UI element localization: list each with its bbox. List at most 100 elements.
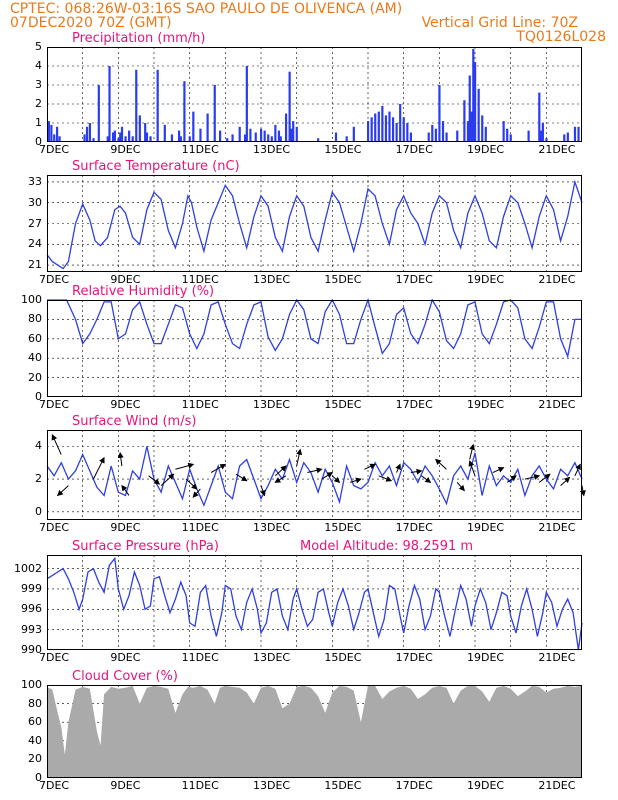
precip-bar bbox=[374, 113, 377, 142]
precip-bar bbox=[352, 126, 355, 142]
precip-bar bbox=[377, 111, 380, 142]
precip-bar bbox=[367, 121, 370, 142]
precip-bar bbox=[144, 123, 147, 142]
x-tick-label: 17DEC bbox=[395, 143, 433, 156]
precip-bar bbox=[566, 132, 569, 142]
x-tick-label: 15DEC bbox=[324, 521, 362, 534]
precip-bar bbox=[406, 123, 409, 142]
y-tick-label: 990 bbox=[21, 643, 42, 656]
precip-bar bbox=[345, 136, 348, 142]
x-tick-label: 13DEC bbox=[253, 273, 291, 286]
precip-bar bbox=[438, 85, 441, 142]
x-tick-label: 9DEC bbox=[110, 273, 141, 286]
wind-vector-arrow bbox=[185, 478, 198, 490]
precip-bar bbox=[188, 136, 191, 142]
precip-bar bbox=[260, 128, 263, 142]
precip-bar bbox=[106, 136, 109, 142]
precip-bar bbox=[539, 130, 543, 142]
panel-title-precipitation: Precipitation (mm/h) bbox=[72, 31, 206, 46]
precip-bar bbox=[431, 124, 434, 142]
precip-bar bbox=[47, 121, 50, 142]
panel-frame-wind bbox=[47, 430, 582, 520]
precip-bar bbox=[370, 117, 373, 142]
precip-bar bbox=[334, 132, 338, 142]
plot-cloud bbox=[47, 685, 582, 778]
panel-frame-cloud bbox=[47, 685, 582, 778]
precip-bar bbox=[226, 138, 229, 142]
precip-bar bbox=[83, 134, 86, 142]
x-tick-label: 17DEC bbox=[395, 398, 433, 411]
series-line-humidity bbox=[47, 297, 582, 359]
y-tick-label: 40 bbox=[28, 351, 42, 365]
precip-bar bbox=[577, 126, 580, 142]
y-tick-label: 33 bbox=[28, 174, 42, 188]
x-tick-label: 13DEC bbox=[253, 779, 291, 792]
wind-vector-arrow bbox=[51, 433, 62, 455]
x-tick-label: 17DEC bbox=[395, 779, 433, 792]
y-tick-label: 4 bbox=[35, 59, 42, 72]
precip-bar bbox=[541, 123, 544, 142]
x-tick-label: 21DEC bbox=[538, 273, 576, 286]
precip-bar bbox=[97, 85, 100, 142]
wind-vector-arrow bbox=[56, 485, 69, 497]
precip-bar bbox=[218, 130, 222, 142]
wind-vector-arrow bbox=[350, 477, 362, 484]
y-tick-label: 100 bbox=[21, 293, 42, 306]
precip-bar bbox=[111, 132, 115, 142]
panel-title-cloud: Cloud Cover (%) bbox=[72, 669, 178, 684]
wind-vector-arrow bbox=[395, 463, 401, 473]
precip-bar bbox=[128, 130, 131, 142]
precip-bar bbox=[124, 136, 127, 142]
panel-frame-humidity bbox=[47, 300, 582, 397]
x-tick-label: 7DEC bbox=[39, 521, 70, 534]
x-tick-label: 7DEC bbox=[39, 398, 70, 411]
x-tick-label: 11DEC bbox=[181, 398, 219, 411]
precip-bar bbox=[381, 105, 384, 142]
y-tick-label: 0 bbox=[35, 390, 42, 403]
y-tick-label: 60 bbox=[28, 715, 42, 729]
plot-temperature bbox=[46, 175, 583, 272]
y-tick-label: 1002 bbox=[14, 561, 42, 575]
precip-bar bbox=[468, 75, 471, 142]
precip-bar bbox=[163, 124, 166, 142]
wind-vector-arrow bbox=[469, 443, 475, 460]
wind-vector-arrow bbox=[307, 467, 323, 474]
x-tick-label: 7DEC bbox=[39, 779, 70, 792]
y-tick-label: 0 bbox=[35, 135, 42, 148]
precip-bar bbox=[206, 113, 209, 142]
wind-vector-arrow bbox=[435, 458, 447, 470]
precip-bar bbox=[481, 115, 484, 142]
x-tick-label: 19DEC bbox=[467, 521, 505, 534]
precip-bar bbox=[506, 128, 509, 142]
x-tick-label: 11DEC bbox=[181, 779, 219, 792]
x-tick-label: 13DEC bbox=[253, 398, 291, 411]
x-tick-label: 11DEC bbox=[181, 521, 219, 534]
precip-bar bbox=[402, 117, 405, 142]
header-date-line: 07DEC2020 70Z (GMT) bbox=[10, 15, 172, 31]
precip-bar bbox=[527, 130, 530, 142]
precip-bar bbox=[119, 132, 122, 142]
wind-vector-arrow bbox=[260, 485, 266, 497]
y-tick-label: 27 bbox=[28, 216, 42, 230]
wind-vector-arrow bbox=[410, 468, 423, 475]
precip-bar bbox=[267, 134, 270, 142]
y-tick-label: 1 bbox=[35, 116, 42, 129]
precip-bar bbox=[484, 126, 487, 142]
y-tick-label: 24 bbox=[28, 237, 42, 251]
x-tick-label: 19DEC bbox=[467, 273, 505, 286]
series-line-wind bbox=[46, 446, 583, 508]
precip-bar bbox=[53, 134, 56, 142]
y-tick-label: 80 bbox=[28, 312, 42, 326]
precip-bar bbox=[254, 132, 257, 142]
x-tick-label: 19DEC bbox=[467, 651, 505, 664]
y-tick-label: 4 bbox=[35, 439, 42, 453]
precip-bar bbox=[295, 126, 298, 142]
wind-vector-arrow bbox=[148, 475, 161, 485]
x-tick-label: 15DEC bbox=[324, 398, 362, 411]
precip-bar bbox=[156, 69, 159, 142]
x-tick-label: 9DEC bbox=[110, 143, 141, 156]
wind-vector-arrow bbox=[364, 463, 377, 470]
precip-bar bbox=[427, 132, 430, 142]
precip-bar bbox=[149, 136, 152, 142]
panel-title-temperature: Surface Temperature (nC) bbox=[72, 159, 240, 174]
